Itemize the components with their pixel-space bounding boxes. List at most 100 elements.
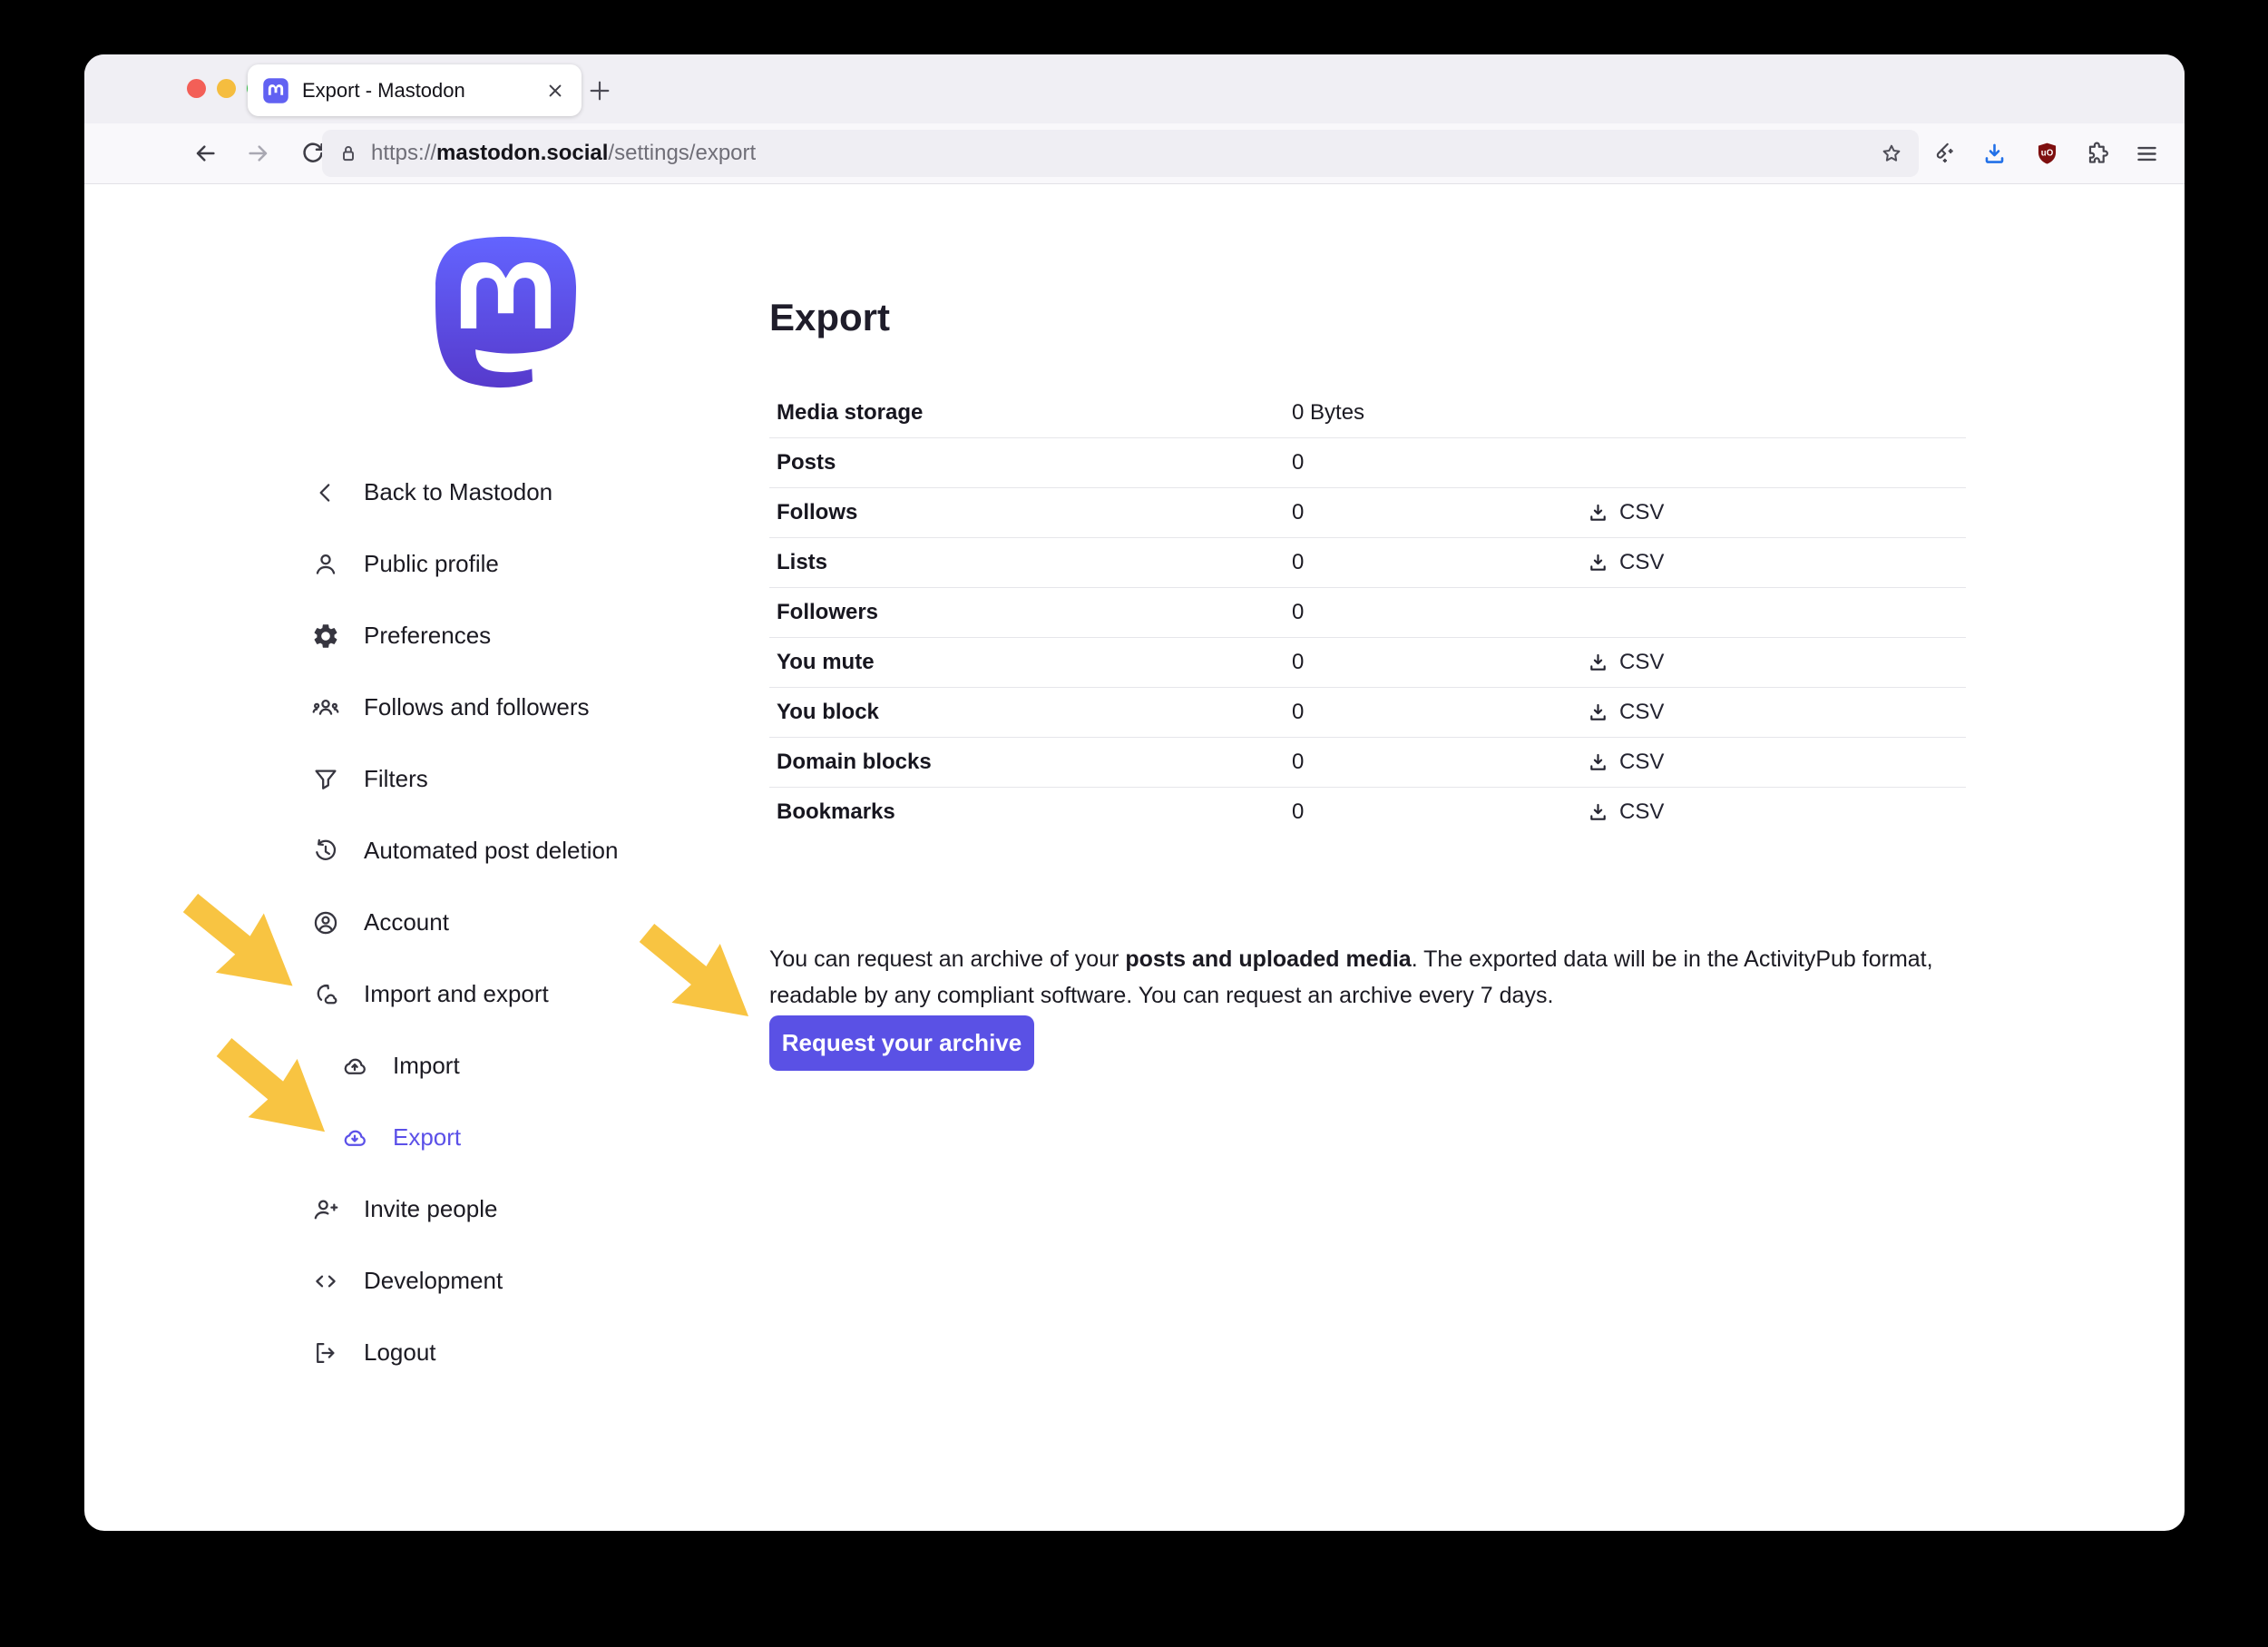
row-label: Follows — [777, 500, 858, 524]
row-value: 0 — [1292, 700, 1305, 724]
sidebar-item-filters[interactable]: Filters — [311, 743, 738, 815]
download-tray-icon — [1586, 701, 1610, 725]
row-value: 0 — [1292, 500, 1305, 524]
url-path: /settings/export — [608, 141, 757, 165]
download-tray-icon — [1586, 750, 1610, 775]
csv-download-link[interactable]: CSV — [1586, 538, 1664, 587]
sidebar-item-label: Import and export — [364, 980, 549, 1007]
table-row: Follows 0 CSV — [769, 488, 1966, 538]
table-row: You block 0 CSV — [769, 688, 1966, 738]
row-value: 0 — [1292, 600, 1305, 624]
ublock-shield-icon[interactable]: uO — [2033, 140, 2061, 168]
plus-icon[interactable] — [585, 76, 614, 105]
row-value: 0 — [1292, 799, 1305, 824]
table-row: Media storage 0 Bytes — [769, 388, 1966, 438]
gear-icon — [311, 622, 340, 651]
chevron-left-icon — [311, 478, 340, 507]
sidebar-item-logout[interactable]: Logout — [311, 1317, 738, 1388]
minimize-window-button[interactable] — [217, 79, 236, 98]
archive-description-bold: posts and uploaded media — [1125, 946, 1412, 972]
puzzle-icon[interactable] — [2084, 140, 2112, 168]
archive-description: You can request an archive of your posts… — [769, 941, 1985, 1014]
table-row: Domain blocks 0 CSV — [769, 738, 1966, 788]
annotation-arrow-icon — [182, 893, 293, 986]
csv-download-link[interactable]: CSV — [1586, 788, 1664, 837]
url-bar[interactable]: https://mastodon.social/settings/export — [322, 130, 1919, 177]
menu-icon[interactable] — [2133, 140, 2161, 168]
csv-download-link[interactable]: CSV — [1586, 738, 1664, 787]
download-icon[interactable] — [1980, 140, 2009, 168]
sidebar-item-account[interactable]: Account — [311, 887, 738, 958]
sidebar-item-label: Invite people — [364, 1195, 498, 1222]
mastodon-logo — [435, 236, 576, 388]
tab-bar: Export - Mastodon — [84, 54, 2185, 123]
cloud-download-icon — [340, 1123, 369, 1152]
sidebar-item-label: Development — [364, 1267, 503, 1294]
sidebar-item-automated-post-deletion[interactable]: Automated post deletion — [311, 815, 738, 887]
import-export-icon — [311, 980, 340, 1009]
sidebar-item-label: Public profile — [364, 550, 499, 577]
sidebar-item-label: Account — [364, 908, 449, 936]
table-row: Posts 0 — [769, 438, 1966, 488]
tab-title: Export - Mastodon — [302, 78, 465, 102]
csv-label: CSV — [1619, 650, 1665, 674]
csv-download-link[interactable]: CSV — [1586, 688, 1664, 737]
funnel-icon — [311, 765, 340, 794]
url-text: https://mastodon.social/settings/export — [371, 141, 1879, 166]
row-label: Followers — [777, 600, 879, 624]
sidebar-item-label: Filters — [364, 765, 428, 792]
row-label: Media storage — [777, 400, 924, 425]
sidebar-item-label: Back to Mastodon — [364, 478, 553, 505]
sidebar-item-follows-and-followers[interactable]: Follows and followers — [311, 672, 738, 743]
sidebar-item-public-profile[interactable]: Public profile — [311, 528, 738, 600]
row-value: 0 — [1292, 550, 1305, 574]
lock-icon[interactable] — [337, 142, 360, 165]
csv-label: CSV — [1619, 500, 1665, 524]
reload-icon[interactable] — [298, 139, 327, 168]
close-window-button[interactable] — [187, 79, 206, 98]
csv-download-link[interactable]: CSV — [1586, 638, 1664, 687]
request-archive-button[interactable]: Request your archive — [769, 1015, 1034, 1071]
sidebar-item-import[interactable]: Import — [311, 1030, 738, 1102]
star-icon[interactable] — [1879, 141, 1904, 166]
sidebar-item-label: Preferences — [364, 622, 492, 649]
table-row: You mute 0 CSV — [769, 638, 1966, 688]
sidebar-item-label: Logout — [364, 1338, 436, 1366]
sidebar-item-invite-people[interactable]: Invite people — [311, 1173, 738, 1245]
download-tray-icon — [1586, 551, 1610, 575]
person-add-icon — [311, 1195, 340, 1224]
csv-label: CSV — [1619, 550, 1665, 574]
sidebar-item-development[interactable]: Development — [311, 1245, 738, 1317]
svg-text:uO: uO — [2041, 149, 2054, 159]
csv-label: CSV — [1619, 799, 1665, 824]
csv-label: CSV — [1619, 700, 1665, 724]
browser-window: Export - Mastodon — [84, 54, 2185, 1531]
broom-icon[interactable] — [1928, 140, 1956, 168]
export-table: Media storage 0 Bytes Posts 0 Follows 0 … — [769, 388, 1966, 837]
sidebar-item-label: Automated post deletion — [364, 837, 619, 864]
page-title: Export — [769, 296, 891, 339]
forward-icon[interactable] — [244, 139, 273, 168]
csv-download-link[interactable]: CSV — [1586, 488, 1664, 537]
history-icon — [311, 837, 340, 866]
sidebar-item-import-and-export[interactable]: Import and export — [311, 958, 738, 1030]
row-value: 0 — [1292, 650, 1305, 674]
archive-description-start: You can request an archive of your — [769, 946, 1126, 972]
sidebar-item-export[interactable]: Export — [311, 1102, 738, 1173]
download-tray-icon — [1586, 800, 1610, 825]
sidebar-item-back-to-mastodon[interactable]: Back to Mastodon — [311, 456, 738, 528]
back-icon[interactable] — [191, 139, 220, 168]
url-scheme: https:// — [371, 141, 437, 165]
row-value: 0 — [1292, 450, 1305, 475]
browser-tab[interactable]: Export - Mastodon — [248, 64, 582, 116]
navigation-toolbar: https://mastodon.social/settings/export … — [84, 123, 2185, 184]
logout-icon — [311, 1338, 340, 1368]
download-tray-icon — [1586, 501, 1610, 525]
row-label: Posts — [777, 450, 836, 475]
table-row: Lists 0 CSV — [769, 538, 1966, 588]
sidebar-item-preferences[interactable]: Preferences — [311, 600, 738, 672]
close-icon[interactable] — [543, 79, 567, 103]
sidebar-item-label: Import — [393, 1052, 460, 1079]
row-label: Domain blocks — [777, 750, 932, 774]
account-circle-icon — [311, 908, 340, 937]
